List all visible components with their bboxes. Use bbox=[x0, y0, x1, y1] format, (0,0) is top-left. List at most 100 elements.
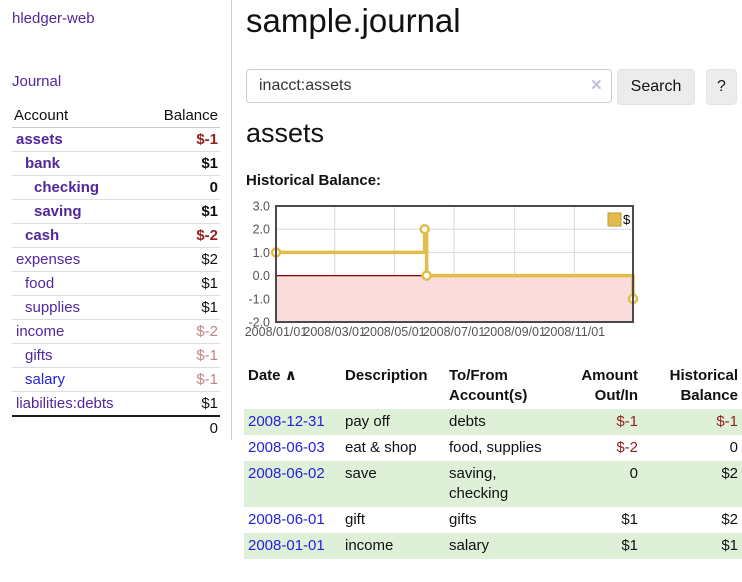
transaction-date-link[interactable]: 2008-06-02 bbox=[248, 465, 325, 482]
account-balance: $-1 bbox=[145, 344, 220, 368]
accounts-header-balance: Balance bbox=[145, 104, 220, 128]
account-link[interactable]: assets bbox=[16, 131, 63, 148]
transaction-balance: 0 bbox=[642, 435, 742, 461]
svg-text:2008/05/01: 2008/05/01 bbox=[363, 325, 426, 339]
transaction-date-link[interactable]: 2008-06-03 bbox=[248, 439, 325, 456]
sort-ascending-icon: ∧ bbox=[285, 367, 297, 384]
svg-text:2008/03/01: 2008/03/01 bbox=[303, 325, 366, 339]
account-row: income $-2 bbox=[12, 320, 220, 344]
help-button[interactable]: ? bbox=[706, 69, 737, 105]
historical-balance-chart: $3.02.01.00.0-1.0-2.02008/01/012008/03/0… bbox=[244, 200, 742, 348]
account-row: supplies $1 bbox=[12, 296, 220, 320]
register-row: 2008-12-31pay offdebts$-1$-1 bbox=[244, 409, 742, 435]
account-row: gifts $-1 bbox=[12, 344, 220, 368]
transaction-balance: $2 bbox=[642, 507, 742, 533]
svg-text:2008/07/01: 2008/07/01 bbox=[423, 325, 486, 339]
account-link[interactable]: cash bbox=[25, 227, 59, 244]
account-link[interactable]: supplies bbox=[25, 299, 80, 316]
transaction-amount: 0 bbox=[556, 461, 642, 507]
account-row: salary $-1 bbox=[12, 368, 220, 392]
account-link[interactable]: liabilities:debts bbox=[16, 395, 114, 412]
account-balance: $1 bbox=[145, 152, 220, 176]
register-row: 2008-06-01 giftgifts$1$2 bbox=[244, 507, 742, 533]
transaction-description: eat & shop bbox=[341, 435, 445, 461]
register-header-accounts: To/From Account(s) bbox=[445, 363, 556, 409]
transaction-date-link[interactable]: 2008-12-31 bbox=[248, 413, 325, 430]
account-row: assets $-1 bbox=[12, 128, 220, 152]
account-row: expenses $2 bbox=[12, 248, 220, 272]
account-row: liabilities:debts $1 bbox=[12, 392, 220, 417]
account-balance: $1 bbox=[145, 392, 220, 417]
hledger-web-app: hledger-web Journal Account Balance asse… bbox=[0, 0, 742, 582]
svg-text:-1.0: -1.0 bbox=[248, 292, 270, 306]
sidebar-item-journal[interactable]: Journal bbox=[12, 73, 225, 90]
transaction-accounts: debts bbox=[445, 409, 556, 435]
transaction-description: gift bbox=[341, 507, 445, 533]
search-button[interactable]: Search bbox=[617, 69, 695, 105]
register-row: 2008-01-01incomesalary$1$1 bbox=[244, 533, 742, 559]
accounts-total-row: 0 bbox=[12, 416, 220, 440]
search-input[interactable] bbox=[246, 69, 612, 103]
svg-text:2.0: 2.0 bbox=[253, 223, 270, 237]
account-balance: $1 bbox=[145, 272, 220, 296]
account-link[interactable]: saving bbox=[34, 203, 82, 220]
account-balance: $1 bbox=[145, 200, 220, 224]
transaction-balance: $-1 bbox=[642, 409, 742, 435]
transaction-amount: $1 bbox=[556, 507, 642, 533]
account-link[interactable]: food bbox=[25, 275, 54, 292]
transaction-description: income bbox=[341, 533, 445, 559]
account-link[interactable]: income bbox=[16, 323, 64, 340]
app-title-link[interactable]: hledger-web bbox=[12, 10, 225, 27]
account-link[interactable]: gifts bbox=[25, 347, 53, 364]
account-balance: 0 bbox=[145, 176, 220, 200]
transaction-date-link[interactable]: 2008-06-01 bbox=[248, 511, 325, 528]
account-link[interactable]: bank bbox=[25, 155, 60, 172]
accounts-table: Account Balance assets $-1 bank $1 checking 0… bbox=[12, 104, 220, 440]
account-heading: assets bbox=[246, 118, 324, 149]
svg-text:1.0: 1.0 bbox=[253, 246, 270, 260]
transaction-accounts: gifts bbox=[445, 507, 556, 533]
transaction-accounts: salary bbox=[445, 533, 556, 559]
account-balance: $-2 bbox=[145, 320, 220, 344]
transaction-description: save bbox=[341, 461, 445, 507]
transaction-description: pay off bbox=[341, 409, 445, 435]
account-row: cash $-2 bbox=[12, 224, 220, 248]
register-header-balance: Historical Balance bbox=[642, 363, 742, 409]
account-balance: $-2 bbox=[145, 224, 220, 248]
transaction-balance: $1 bbox=[642, 533, 742, 559]
account-row: checking 0 bbox=[12, 176, 220, 200]
svg-text:2008/09/01: 2008/09/01 bbox=[483, 325, 546, 339]
account-link[interactable]: expenses bbox=[16, 251, 80, 268]
transaction-amount: $1 bbox=[556, 533, 642, 559]
accounts-header-account: Account bbox=[12, 104, 145, 128]
transaction-accounts: food, supplies bbox=[445, 435, 556, 461]
account-row: food $1 bbox=[12, 272, 220, 296]
page-title: sample.journal bbox=[246, 2, 461, 40]
svg-text:2008/01/01: 2008/01/01 bbox=[245, 325, 308, 339]
register-table: Date ∧ Description To/From Account(s) Am… bbox=[244, 363, 742, 559]
register-row: 2008-06-03 eat & shopfood, supplies$-20 bbox=[244, 435, 742, 461]
transaction-accounts: saving, checking bbox=[445, 461, 556, 507]
svg-text:0.0: 0.0 bbox=[253, 269, 270, 283]
account-balance: $-1 bbox=[145, 128, 220, 152]
account-balance: $1 bbox=[145, 296, 220, 320]
account-row: saving $1 bbox=[12, 200, 220, 224]
svg-text:2008/11/01: 2008/11/01 bbox=[543, 325, 605, 339]
register-header-amount: Amount Out/In bbox=[556, 363, 642, 409]
account-balance: $-1 bbox=[145, 368, 220, 392]
svg-text:$: $ bbox=[623, 212, 631, 227]
chart-title: Historical Balance: bbox=[246, 172, 381, 189]
transaction-date-link[interactable]: 2008-01-01 bbox=[248, 537, 325, 554]
account-link[interactable]: salary bbox=[25, 371, 65, 388]
svg-text:3.0: 3.0 bbox=[253, 200, 270, 214]
account-link[interactable]: checking bbox=[34, 179, 99, 196]
account-row: bank $1 bbox=[12, 152, 220, 176]
clear-search-icon[interactable]: × bbox=[591, 76, 602, 95]
account-balance: $2 bbox=[145, 248, 220, 272]
register-header-description: Description bbox=[341, 363, 445, 409]
register-header-date[interactable]: Date ∧ bbox=[244, 363, 341, 409]
transaction-amount: $-1 bbox=[556, 409, 642, 435]
accounts-total-value: 0 bbox=[145, 416, 220, 440]
register-row: 2008-06-02savesaving, checking0$2 bbox=[244, 461, 742, 507]
transaction-amount: $-2 bbox=[556, 435, 642, 461]
